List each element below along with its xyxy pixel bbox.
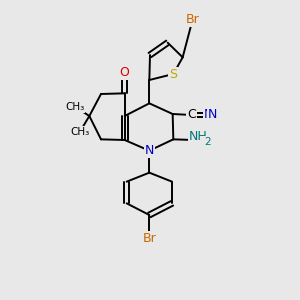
Text: 2: 2 [204, 137, 211, 147]
Text: C: C [187, 109, 196, 122]
Text: S: S [169, 68, 177, 80]
Text: CH₃: CH₃ [65, 102, 85, 112]
Text: Br: Br [186, 13, 200, 26]
Text: CH₃: CH₃ [70, 127, 90, 137]
Text: N: N [208, 109, 217, 122]
Text: NH: NH [189, 130, 208, 142]
Text: N: N [204, 109, 213, 122]
Text: Br: Br [142, 232, 156, 245]
Text: C: C [187, 109, 196, 122]
Text: N: N [145, 144, 154, 157]
Text: O: O [120, 66, 130, 79]
